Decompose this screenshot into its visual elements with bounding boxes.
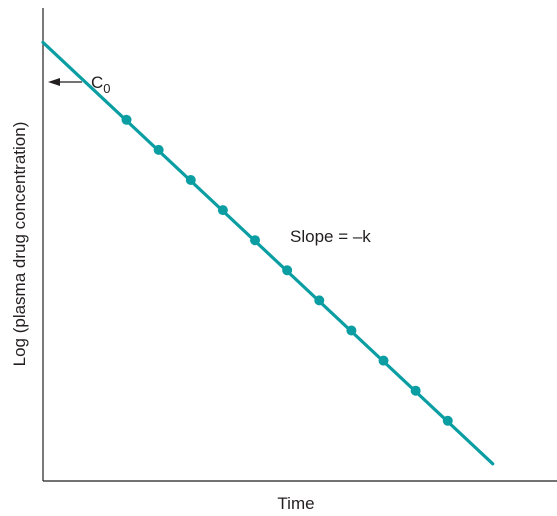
intercept-annotation: C0 (48, 73, 111, 96)
data-point-1 (121, 114, 132, 125)
data-point-4 (217, 205, 228, 216)
intercept-label-subscript: 0 (103, 81, 110, 96)
data-point-8 (346, 325, 357, 336)
data-point-3 (185, 175, 196, 185)
data-point-2 (153, 144, 164, 155)
y-axis-label: Log (plasma drug concentration) (10, 122, 29, 367)
data-point-7 (314, 295, 325, 306)
data-point-6 (282, 265, 293, 276)
data-point-9 (378, 355, 389, 366)
intercept-label-main: C (91, 73, 103, 92)
trend-line (41, 40, 495, 466)
data-point-11 (442, 415, 453, 426)
data-points (121, 114, 453, 426)
intercept-label: C0 (91, 73, 111, 96)
slope-label: Slope = –k (290, 227, 371, 246)
data-point-10 (410, 385, 421, 396)
x-axis-label: Time (277, 494, 314, 513)
data-point-5 (250, 235, 261, 246)
intercept-arrowhead (48, 78, 60, 86)
